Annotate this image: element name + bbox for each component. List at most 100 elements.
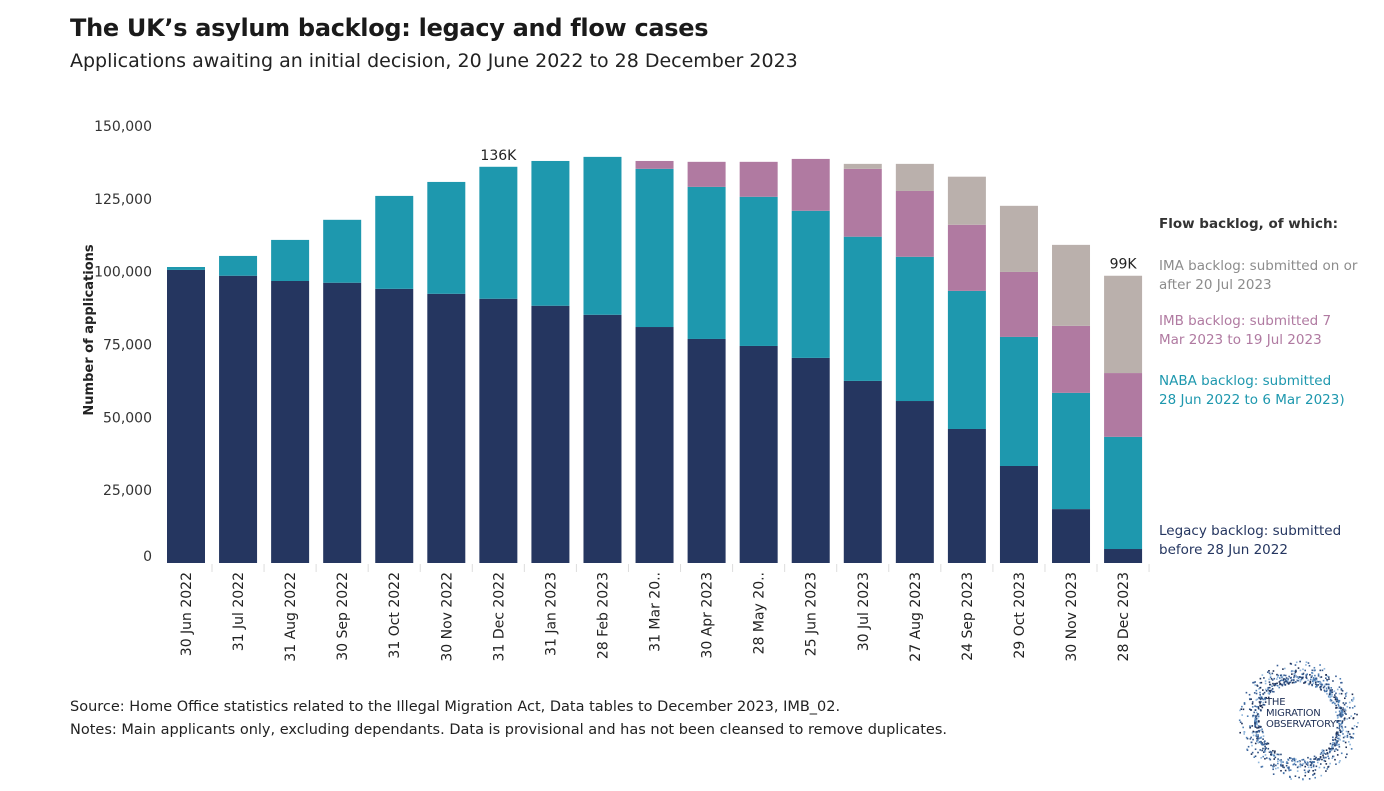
logo-dot — [1272, 670, 1275, 672]
logo-dot — [1287, 758, 1289, 761]
logo-dot — [1287, 679, 1289, 682]
logo-dot — [1279, 764, 1282, 766]
logo-dot — [1325, 677, 1327, 680]
logo-dot — [1327, 766, 1329, 768]
logo-dot — [1285, 679, 1288, 681]
logo-dot — [1282, 679, 1285, 682]
logo-dot — [1315, 677, 1317, 680]
logo-dot — [1338, 707, 1341, 709]
logo-dot — [1322, 686, 1325, 689]
logo-dot — [1345, 746, 1348, 749]
logo-dot — [1264, 740, 1266, 742]
logo-dot — [1254, 716, 1257, 719]
logo-dot — [1343, 703, 1346, 706]
logo-dot — [1297, 679, 1299, 682]
bar-segment-legacy — [1104, 549, 1143, 563]
logo-dot — [1352, 696, 1355, 699]
logo-dot — [1322, 756, 1325, 758]
logo-dot — [1265, 743, 1268, 746]
logo-dot — [1276, 682, 1278, 685]
logo-dot — [1255, 705, 1258, 708]
logo-dot — [1311, 674, 1313, 677]
logo-dot — [1308, 682, 1311, 685]
logo-dot — [1260, 729, 1262, 731]
bar-segment-legacy — [531, 305, 570, 563]
logo-dot — [1330, 687, 1333, 689]
logo-dot — [1331, 757, 1334, 760]
logo-dot — [1301, 759, 1304, 761]
logo-dot — [1277, 760, 1279, 762]
logo-dot — [1325, 756, 1327, 759]
x-tick-label: 31 Mar 20.. — [648, 572, 664, 652]
logo-dot — [1277, 762, 1279, 765]
logo-dot — [1254, 705, 1256, 708]
logo-dot — [1284, 769, 1287, 772]
logo-dot — [1259, 702, 1261, 704]
logo-dot — [1288, 675, 1290, 678]
logo-dot — [1342, 736, 1345, 739]
x-axis: 30 Jun 2022 31 Jul 2022 31 Aug 2022 30 Sep … — [179, 564, 1150, 662]
logo-dot — [1299, 680, 1302, 683]
logo-text: THE MIGRATION OBSERVATORY — [1266, 697, 1336, 730]
logo-dot — [1302, 778, 1304, 780]
logo-dot — [1269, 691, 1272, 693]
logo-dot — [1254, 724, 1257, 726]
logo-dot — [1255, 711, 1258, 714]
logo-dot — [1254, 724, 1256, 727]
logo-dot — [1314, 758, 1317, 760]
logo-dot — [1283, 766, 1285, 769]
logo-dot — [1293, 676, 1295, 679]
logo-dot — [1259, 695, 1262, 698]
logo-dot — [1260, 681, 1263, 684]
logo-dot — [1274, 764, 1277, 767]
logo-dot — [1326, 679, 1329, 682]
logo-dot — [1275, 767, 1277, 770]
logo-dot — [1339, 734, 1341, 737]
logo-dot — [1264, 743, 1266, 745]
logo-dot — [1339, 730, 1342, 732]
logo-dot — [1315, 756, 1317, 759]
logo-dot — [1285, 677, 1288, 679]
x-tick-label: 30 Sep 2022 — [335, 572, 351, 661]
logo-dot — [1272, 682, 1274, 685]
logo-dot — [1250, 709, 1252, 711]
logo-dot — [1257, 715, 1260, 718]
logo-dot — [1338, 714, 1340, 716]
logo-dot — [1344, 712, 1346, 714]
logo-dot — [1339, 723, 1341, 726]
bar-segment-naba — [635, 168, 674, 328]
logo-dot — [1332, 701, 1335, 704]
logo-dot — [1267, 696, 1270, 699]
logo-dot — [1346, 736, 1349, 738]
logo-dot — [1302, 668, 1304, 671]
logo-dot — [1353, 705, 1356, 708]
logo-dot — [1262, 755, 1265, 758]
logo-dot — [1327, 683, 1329, 686]
logo-dot — [1259, 681, 1262, 684]
logo-dot — [1255, 735, 1258, 737]
bar-segment-naba — [375, 195, 414, 289]
logo-dot — [1357, 722, 1359, 724]
logo-dot — [1255, 689, 1258, 692]
logo-dot — [1304, 761, 1306, 764]
logo-dot — [1259, 677, 1262, 680]
logo-dot — [1340, 715, 1343, 717]
logo-dot — [1337, 720, 1339, 723]
logo-dot — [1335, 704, 1337, 707]
logo-dot — [1311, 680, 1314, 683]
logo-dot — [1309, 764, 1312, 767]
logo-dot — [1345, 756, 1347, 759]
logo-dot — [1309, 673, 1311, 676]
logo-dot — [1329, 696, 1332, 699]
logo-dot — [1255, 731, 1257, 734]
logo-dot — [1252, 734, 1255, 737]
logo-dot — [1293, 763, 1296, 765]
logo-dot — [1342, 733, 1344, 735]
logo-dot — [1251, 751, 1254, 754]
bar-segment-legacy — [895, 401, 934, 563]
logo-dot — [1307, 662, 1310, 664]
logo-dot — [1317, 680, 1320, 683]
logo-dot — [1301, 673, 1303, 675]
logo-dot — [1288, 681, 1291, 684]
